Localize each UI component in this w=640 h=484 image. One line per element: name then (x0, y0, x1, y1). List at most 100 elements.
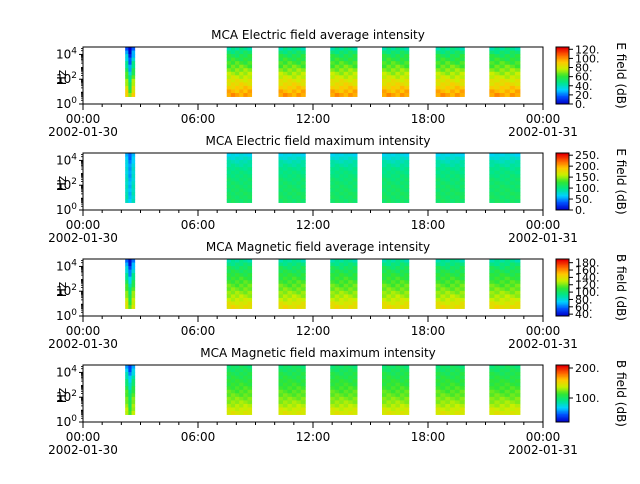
spectrogram-cell (278, 269, 284, 274)
spectrogram-cell (440, 368, 446, 373)
spectrogram-cell (239, 389, 244, 394)
colorbar-swatch (556, 383, 569, 386)
spectrogram-cell (131, 290, 136, 295)
colorbar-tick-label: 200. (575, 362, 600, 375)
spectrogram-cell (440, 400, 446, 405)
spectrogram-cell (454, 266, 461, 271)
spectrogram-cell (278, 75, 284, 80)
x-tick-label: 00:00 (526, 324, 561, 338)
spectrogram-cell (239, 379, 244, 384)
spectrogram-cell (278, 93, 284, 97)
spectrogram-cell (382, 163, 387, 168)
spectrogram-cell (440, 82, 446, 87)
spectrogram-cell (514, 199, 521, 203)
spectrogram-cell (404, 297, 410, 302)
spectrogram-cell (334, 294, 340, 299)
spectrogram-cell (514, 301, 521, 306)
spectrogram-cell (239, 160, 244, 165)
spectrogram-cell (352, 368, 358, 373)
spectrogram-cell (348, 403, 354, 408)
spectrogram-cell (230, 64, 236, 69)
spectrogram-cell (352, 276, 358, 281)
spectrogram-cell (125, 167, 129, 172)
spectrogram-cell (435, 280, 441, 285)
spectrogram-cell (243, 266, 248, 271)
spectrogram-cell (395, 153, 401, 157)
spectrogram-cell (287, 301, 293, 306)
spectrogram-cell (291, 174, 297, 179)
colorbar-swatch (556, 49, 569, 52)
spectrogram-cell (450, 301, 456, 306)
spectrogram-cell (125, 54, 129, 59)
spectrogram-cell (300, 61, 306, 66)
spectrogram-cell (399, 93, 405, 97)
spectrogram-cell (230, 71, 236, 76)
spectrogram-cell (499, 305, 506, 309)
spectrogram-cell (247, 259, 253, 263)
spectrogram-cell (445, 305, 451, 309)
colorbar-swatch (556, 59, 569, 62)
spectrogram-cell (390, 181, 396, 186)
spectrogram-cell (278, 191, 284, 196)
spectrogram-cell (440, 68, 446, 73)
spectrogram-cell (131, 156, 136, 161)
spectrogram-cell (226, 301, 232, 306)
spectrogram-cell (395, 297, 401, 302)
spectrogram-cell (404, 305, 410, 309)
spectrogram-cell (282, 273, 288, 278)
spectrogram-cell (499, 195, 506, 200)
spectrogram-cell (334, 290, 340, 295)
spectrogram-cell (300, 283, 306, 288)
spectrogram-cell (343, 75, 349, 80)
spectrogram-cell (287, 153, 293, 157)
colorbar-swatch (556, 382, 569, 385)
spectrogram-cell (125, 287, 129, 292)
spectrogram-cell (247, 273, 253, 278)
colorbar-swatch (556, 187, 569, 190)
x-tick-label: 00:00 (66, 218, 101, 232)
spectrogram-cell (330, 396, 336, 401)
spectrogram-cell (125, 191, 129, 196)
spectrogram-cell (348, 177, 354, 182)
spectrogram-cell (334, 259, 340, 263)
spectrogram-cell (509, 407, 516, 412)
x-tick-date-label: 2002-01-30 (48, 337, 118, 351)
spectrogram-cell (243, 411, 248, 415)
spectrogram-cell (128, 372, 132, 377)
spectrogram-cell (450, 68, 456, 73)
spectrogram-cell (404, 195, 410, 200)
spectrogram-cell (339, 283, 345, 288)
spectrogram-cell (390, 297, 396, 302)
spectrogram-cell (499, 266, 506, 271)
spectrogram-cell (131, 382, 136, 387)
spectrogram-cell (339, 411, 345, 415)
spectrogram-cell (239, 403, 244, 408)
spectrogram-cell (399, 297, 405, 302)
spectrogram-cell (489, 195, 495, 200)
spectrogram-cell (243, 82, 248, 87)
spectrogram-cell (382, 280, 387, 285)
spectrogram-cell (243, 393, 248, 398)
spectrogram-cell (435, 71, 441, 76)
spectrogram-cell (404, 163, 410, 168)
y-tick-exponent: 0 (71, 308, 77, 318)
x-tick-label: 06:00 (181, 324, 216, 338)
spectrogram-cell (230, 167, 236, 172)
spectrogram-cell (230, 305, 236, 309)
spectrogram-cell (131, 195, 136, 200)
colorbar-tick-label: 120. (575, 43, 600, 56)
spectrogram-cell (125, 266, 129, 271)
spectrogram-cell (287, 379, 293, 384)
spectrogram-cell (459, 199, 465, 203)
spectrogram-cell (459, 153, 465, 157)
spectrogram-cell (489, 75, 495, 80)
spectrogram-cell (287, 403, 293, 408)
spectrogram-cell (399, 64, 405, 69)
spectrogram-cell (382, 50, 387, 55)
spectrogram-cell (386, 375, 392, 380)
spectrogram-cell (247, 191, 253, 196)
spectrogram-cell (291, 393, 297, 398)
spectrogram-cell (440, 290, 446, 295)
spectrogram-cell (399, 411, 405, 415)
spectrogram-cell (125, 64, 129, 69)
